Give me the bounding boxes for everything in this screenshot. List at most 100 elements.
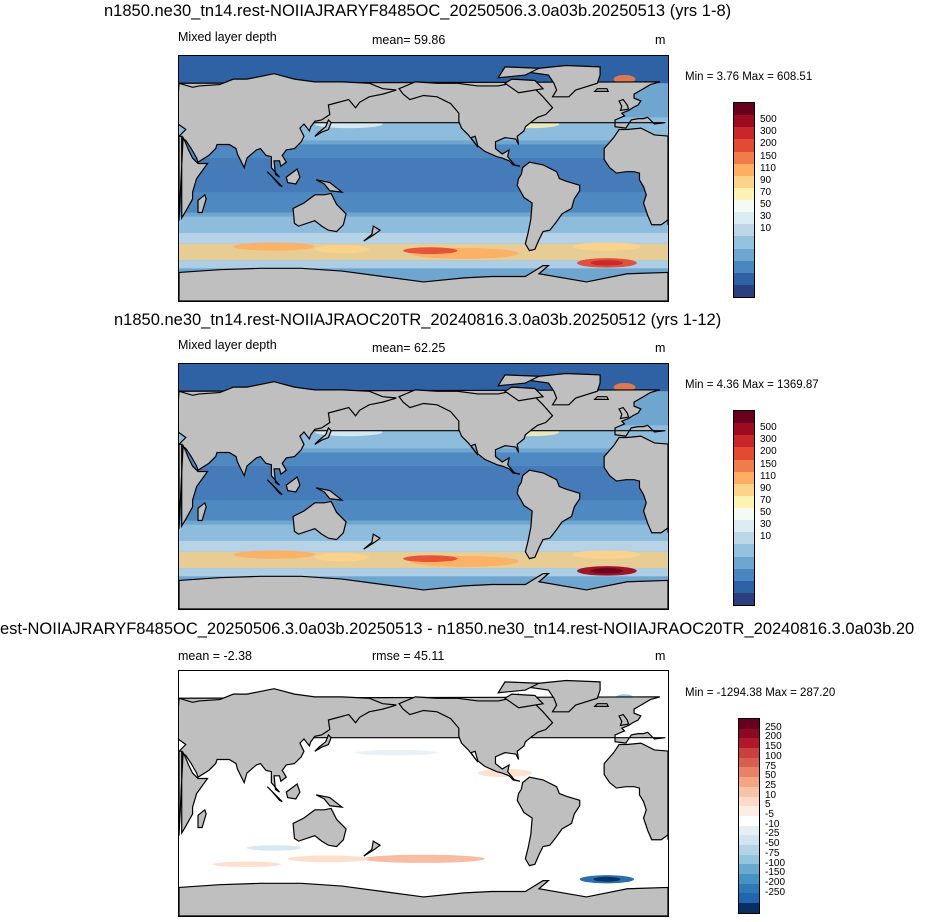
land-antarctica bbox=[179, 265, 668, 301]
equatorial-band bbox=[179, 158, 668, 193]
land-japan bbox=[314, 733, 332, 752]
land-africa-east bbox=[179, 443, 209, 529]
colorbar-swatch bbox=[734, 115, 754, 128]
colorbar-tick-label: 200 bbox=[760, 446, 777, 458]
land-japan bbox=[314, 118, 332, 137]
land-borneo bbox=[285, 782, 301, 800]
panel-2-title: n1850.ne30_tn14.rest-NOIIAJRAOC20TR_2024… bbox=[114, 311, 722, 329]
colorbar-swatch bbox=[734, 163, 754, 176]
land-africa-west bbox=[603, 435, 668, 534]
colorbar-tick-label: 110 bbox=[760, 470, 776, 482]
diff-indian-south-positive bbox=[212, 861, 281, 867]
land-africa-east bbox=[179, 750, 209, 836]
panel-2-units: m bbox=[655, 341, 666, 355]
panel-3-rmse: rmse = 45.11 bbox=[372, 649, 445, 663]
colorbar-swatch bbox=[734, 103, 754, 116]
colorbar-tick-label: -25 bbox=[765, 828, 780, 840]
colorbar-tick-label: 200 bbox=[760, 138, 777, 150]
diff-indian-positive bbox=[287, 855, 370, 863]
land-africa-west bbox=[603, 742, 668, 841]
colorbar-tick-label: 70 bbox=[760, 186, 772, 198]
colorbar-swatch bbox=[734, 508, 754, 521]
colorbar-tick-label: -200 bbox=[765, 876, 786, 888]
colorbar-tick-label: 150 bbox=[760, 458, 777, 470]
land-newguinea bbox=[315, 179, 345, 193]
panel-3-map bbox=[178, 670, 669, 917]
land-baffin bbox=[503, 693, 545, 709]
land-borneo bbox=[285, 167, 301, 185]
colorbar-tick-label: -5 bbox=[765, 809, 774, 820]
colorbar-swatch bbox=[734, 556, 754, 569]
colorbar-tick-label: 150 bbox=[760, 150, 777, 162]
colorbar-swatch bbox=[739, 844, 759, 855]
colorbar-swatch bbox=[739, 893, 759, 904]
colorbar-tick-label: 500 bbox=[760, 114, 777, 126]
land-asia bbox=[179, 73, 397, 178]
colorbar-swatch bbox=[739, 719, 759, 729]
land-japan bbox=[314, 426, 332, 445]
colorbar-tick-label: 110 bbox=[760, 162, 776, 174]
nordic-seas bbox=[613, 75, 636, 84]
panel-3-title: est-NOIIAJRARYF8485OC_20250506.3.0a03b.2… bbox=[0, 620, 915, 638]
land-madagascar bbox=[197, 501, 207, 522]
land-newguinea bbox=[315, 794, 345, 808]
colorbar-swatch bbox=[734, 224, 754, 237]
land-southAm bbox=[516, 161, 581, 252]
land-greenland bbox=[527, 372, 601, 406]
nordic-seas bbox=[613, 383, 636, 392]
land-newguinea bbox=[315, 487, 345, 501]
colorbar-swatch bbox=[734, 592, 754, 605]
land-ellesmere bbox=[497, 681, 540, 694]
colorbar-swatch bbox=[739, 748, 759, 758]
so-indian-blob bbox=[233, 242, 315, 251]
panel-2-minmax: Min = 4.36 Max = 1369.87 bbox=[685, 379, 819, 391]
colorbar-tick-label: -100 bbox=[765, 857, 786, 869]
land-ellesmere bbox=[497, 374, 540, 387]
colorbar-swatch bbox=[734, 175, 754, 188]
land-greenland bbox=[527, 679, 601, 713]
land-australia bbox=[292, 807, 347, 848]
colorbar-tick-label: 50 bbox=[760, 199, 772, 211]
land-sumatra bbox=[266, 786, 283, 803]
panel-1-minmax: Min = 3.76 Max = 608.51 bbox=[685, 71, 813, 83]
colorbar-swatch bbox=[739, 815, 759, 826]
land-southAm bbox=[516, 469, 581, 560]
land-newzealand bbox=[363, 840, 382, 857]
land-sumatra bbox=[266, 479, 283, 496]
so-indian-blob bbox=[233, 550, 315, 559]
colorbar-swatch bbox=[739, 835, 759, 845]
diff-indian-negative bbox=[246, 845, 302, 851]
panel-1-map-plot bbox=[179, 56, 668, 301]
weddell-core bbox=[590, 568, 624, 574]
colorbar-tick-label: 50 bbox=[760, 507, 772, 519]
land-madagascar bbox=[197, 193, 207, 214]
south-mid-band bbox=[179, 524, 668, 541]
land-madagascar bbox=[197, 808, 207, 829]
panel-2-colorbar-ticks: 500 300 200 150 110 90 70 50 30 10 bbox=[760, 410, 800, 604]
colorbar-swatch bbox=[734, 447, 754, 460]
land-newzealand bbox=[363, 533, 382, 550]
panel-1-units: m bbox=[655, 33, 666, 47]
colorbar-swatch bbox=[734, 248, 754, 261]
land-baffin bbox=[503, 78, 545, 94]
colorbar-tick-label: 500 bbox=[760, 422, 777, 434]
colorbar-tick-label: 75 bbox=[765, 760, 777, 772]
panel-2-map bbox=[178, 363, 669, 610]
so-australia-blob bbox=[314, 245, 370, 254]
colorbar-swatch bbox=[734, 260, 754, 273]
diff-pacific-positive bbox=[362, 854, 485, 863]
colorbar-tick-label: 300 bbox=[760, 126, 777, 138]
colorbar-swatch bbox=[739, 874, 759, 884]
colorbar-swatch bbox=[739, 825, 759, 836]
colorbar-swatch bbox=[734, 520, 754, 533]
diff-npac-negative bbox=[355, 749, 438, 756]
colorbar-swatch bbox=[739, 806, 759, 816]
colorbar-tick-label: -150 bbox=[765, 867, 786, 879]
land-antarctica bbox=[179, 880, 668, 916]
land-iceland bbox=[593, 88, 610, 92]
colorbar-swatch bbox=[734, 187, 754, 200]
colorbar-swatch bbox=[734, 200, 754, 213]
weddell-core bbox=[590, 260, 624, 266]
colorbar-swatch bbox=[734, 544, 754, 557]
so-atlantic-blob bbox=[572, 550, 641, 559]
